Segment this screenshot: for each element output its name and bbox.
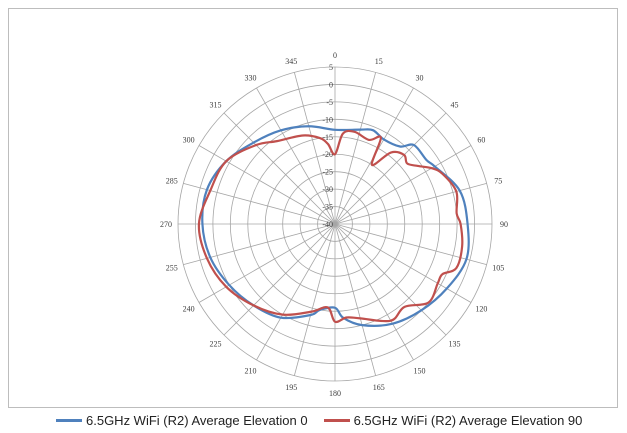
legend-swatch-elevation-0 <box>56 418 82 422</box>
radial-tick-label: -15 <box>322 133 333 142</box>
grid-spoke <box>293 223 336 376</box>
legend-label-elevation-0: 6.5GHz WiFi (R2) Average Elevation 0 <box>86 412 308 428</box>
polar-chart: 0 15 30 45 60 75 90 105 120 135 150 165 180 195 210 225… <box>160 51 508 398</box>
legend-label-elevation-90: 6.5GHz WiFi (R2) Average Elevation 90 <box>353 412 583 428</box>
angle-tick-label: 195 <box>285 383 297 392</box>
angle-tick-label: 0 <box>333 51 337 60</box>
angle-tick-label: 135 <box>449 340 461 349</box>
grid-spoke <box>334 223 447 336</box>
grid-spoke <box>293 72 336 225</box>
grid-spoke <box>183 223 336 266</box>
angle-tick-label: 165 <box>373 383 385 392</box>
angle-tick-label: 345 <box>285 57 297 66</box>
radial-tick-label: -20 <box>322 150 333 159</box>
legend-entry-elevation-0: 6.5GHz WiFi (R2) Average Elevation 0 <box>56 413 308 428</box>
radial-tick-label: 0 <box>329 80 333 89</box>
grid-spoke <box>334 223 377 376</box>
grid-spoke <box>334 72 377 225</box>
grid-spoke <box>334 145 472 225</box>
angle-tick-label: 330 <box>245 74 257 83</box>
grid-spoke <box>334 112 447 225</box>
series-layer <box>197 125 470 327</box>
angle-tick-label: 225 <box>209 340 221 349</box>
angle-tick-label: 270 <box>160 220 172 229</box>
chart-frame: 0 15 30 45 60 75 90 105 120 135 150 165 180 195 210 225… <box>8 8 618 408</box>
radial-tick-label: -40 <box>322 220 333 229</box>
grid-spoke <box>183 182 336 225</box>
legend-swatch-elevation-90 <box>323 418 350 422</box>
grid-spoke <box>223 112 336 225</box>
angle-tick-label: 15 <box>375 57 383 66</box>
polar-grid <box>177 66 493 382</box>
grid-spoke <box>334 223 487 266</box>
grid-spoke <box>256 223 336 361</box>
grid-spoke <box>334 223 414 361</box>
legend-entry-elevation-90: 6.5GHz WiFi (R2) Average Elevation 90 <box>323 412 583 428</box>
grid-spoke <box>198 145 336 225</box>
angle-tick-labels: 0 15 30 45 60 75 90 105 120 135 150 165 180 195 210 225… <box>160 51 508 398</box>
grid-spoke <box>334 182 487 225</box>
radial-tick-label: -10 <box>322 115 333 124</box>
radial-tick-label: -30 <box>322 185 333 194</box>
angle-tick-label: 60 <box>477 136 485 145</box>
legend: 6.5GHz WiFi (R2) Average Elevation 0 6.5… <box>56 409 582 431</box>
angle-tick-label: 45 <box>451 100 459 109</box>
angle-tick-label: 105 <box>492 264 504 273</box>
angle-tick-label: 150 <box>414 366 426 375</box>
radial-tick-label: 5 <box>329 63 333 72</box>
angle-tick-label: 240 <box>183 305 195 314</box>
angle-tick-label: 75 <box>494 176 502 185</box>
angle-tick-label: 210 <box>245 366 257 375</box>
grid-spoke <box>198 223 336 303</box>
angle-tick-label: 315 <box>209 100 221 109</box>
grid-spoke <box>223 223 336 336</box>
angle-tick-label: 120 <box>475 305 487 314</box>
radial-tick-label: -25 <box>322 168 333 177</box>
angle-tick-label: 90 <box>500 220 508 229</box>
angle-tick-label: 285 <box>166 176 178 185</box>
series-line-elevation-0 <box>201 125 470 327</box>
angle-tick-label: 255 <box>166 264 178 273</box>
radial-tick-labels: 5 0 -5 -10 -15 -20 -25 -30 -35 -40 <box>322 63 333 229</box>
angle-tick-label: 30 <box>416 74 424 83</box>
radial-tick-label: -5 <box>326 98 333 107</box>
series-line-elevation-90 <box>197 129 464 324</box>
angle-tick-label: 180 <box>329 389 341 398</box>
angle-tick-label: 300 <box>183 136 195 145</box>
radial-tick-label: -35 <box>322 203 333 212</box>
grid-spoke <box>256 87 336 225</box>
grid-spoke <box>334 223 472 303</box>
